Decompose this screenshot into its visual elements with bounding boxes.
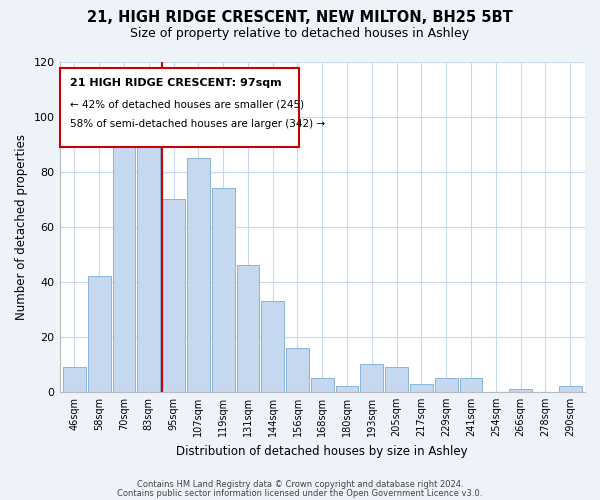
Bar xyxy=(187,158,210,392)
Bar xyxy=(435,378,458,392)
Bar xyxy=(162,199,185,392)
Text: 58% of semi-detached houses are larger (342) →: 58% of semi-detached houses are larger (… xyxy=(70,120,325,130)
X-axis label: Distribution of detached houses by size in Ashley: Distribution of detached houses by size … xyxy=(176,444,468,458)
Text: Contains public sector information licensed under the Open Government Licence v3: Contains public sector information licen… xyxy=(118,488,482,498)
Bar xyxy=(212,188,235,392)
Text: 21 HIGH RIDGE CRESCENT: 97sqm: 21 HIGH RIDGE CRESCENT: 97sqm xyxy=(70,78,281,88)
Bar xyxy=(113,142,136,392)
Bar xyxy=(261,301,284,392)
Bar xyxy=(236,266,259,392)
Y-axis label: Number of detached properties: Number of detached properties xyxy=(15,134,28,320)
Bar xyxy=(137,144,160,392)
Bar xyxy=(286,348,309,392)
Bar xyxy=(509,389,532,392)
Text: Contains HM Land Registry data © Crown copyright and database right 2024.: Contains HM Land Registry data © Crown c… xyxy=(137,480,463,489)
Bar xyxy=(361,364,383,392)
FancyBboxPatch shape xyxy=(59,68,299,148)
Text: ← 42% of detached houses are smaller (245): ← 42% of detached houses are smaller (24… xyxy=(70,100,304,110)
Bar xyxy=(460,378,482,392)
Bar xyxy=(63,367,86,392)
Bar xyxy=(385,367,408,392)
Bar xyxy=(559,386,581,392)
Bar xyxy=(311,378,334,392)
Text: 21, HIGH RIDGE CRESCENT, NEW MILTON, BH25 5BT: 21, HIGH RIDGE CRESCENT, NEW MILTON, BH2… xyxy=(87,10,513,25)
Text: Size of property relative to detached houses in Ashley: Size of property relative to detached ho… xyxy=(130,28,470,40)
Bar xyxy=(88,276,110,392)
Bar xyxy=(410,384,433,392)
Bar xyxy=(335,386,358,392)
